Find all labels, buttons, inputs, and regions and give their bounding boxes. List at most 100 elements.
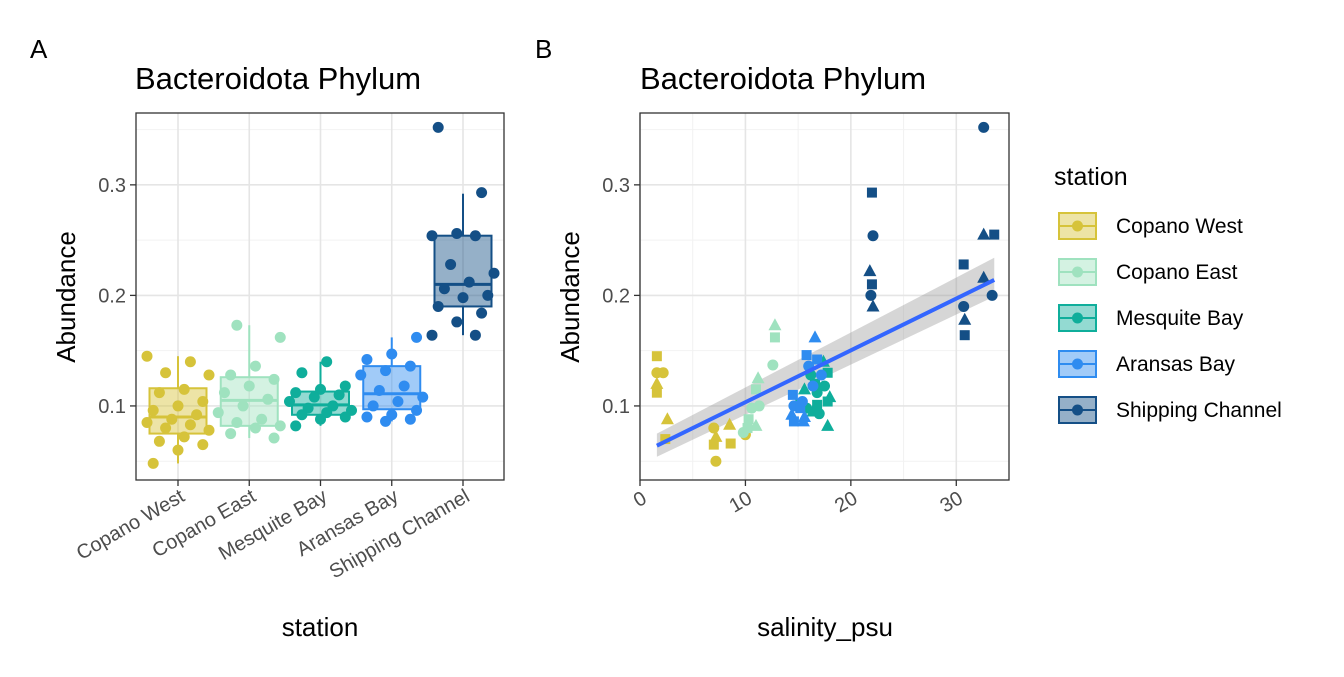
panel-a-point (249, 422, 261, 434)
panel-a-point (315, 383, 326, 395)
panel-b-point (788, 416, 799, 427)
panel-a-point (469, 230, 481, 242)
panel-a-point (203, 424, 215, 436)
panel-a-point (438, 283, 450, 295)
panel-b-point (751, 371, 765, 384)
legend-key-point (1072, 220, 1083, 232)
panel-b-point (769, 332, 780, 343)
panel-b-point (866, 299, 880, 312)
panel-b-point (807, 380, 819, 392)
panel-b-ylabel: Abundance (555, 231, 585, 363)
legend-item: Mesquite Bay (1058, 304, 1244, 332)
panel-b-point (977, 227, 991, 240)
panel-a-point (231, 319, 243, 331)
panel-a-box-4 (362, 337, 422, 422)
panel-b-ytick-label: 0.3 (602, 175, 630, 197)
panel-b-point (822, 367, 833, 378)
panel-a-point (426, 329, 438, 341)
panel-b-point (753, 400, 765, 412)
panel-b-point (813, 408, 825, 420)
panel-b-point (709, 429, 723, 442)
panel-a-point (373, 384, 385, 396)
panel-b-xtick-label: 0 (630, 487, 651, 512)
panel-a-point (178, 383, 190, 395)
panel-a-point (417, 391, 429, 403)
panel-b-point (815, 369, 827, 381)
legend-item-label: Mesquite Bay (1116, 307, 1244, 330)
panel-a-point (404, 413, 416, 425)
panel-a-point (308, 391, 320, 403)
panel-b-point (749, 418, 763, 431)
panel-a-point (153, 387, 165, 399)
panel-a-point (184, 419, 196, 431)
panel-a-point (476, 187, 488, 199)
panel-a-point (218, 387, 230, 399)
panel-a-point (355, 369, 367, 381)
panel-a-point (178, 431, 190, 443)
panel-a-point (249, 360, 261, 372)
panel-a-point (262, 393, 274, 405)
panel-a-point (268, 373, 280, 385)
panel-b-background (640, 113, 1009, 480)
panel-b-point (797, 382, 811, 395)
legend: station Copano West Copano East Mesquite B… (1054, 163, 1282, 424)
panel-b-confidence-band (656, 257, 995, 457)
panel-a-point (457, 292, 469, 304)
panel-a-ylabel: Abundance (51, 231, 81, 363)
panel-b-point (651, 351, 662, 362)
panel-a-point (392, 396, 404, 408)
panel-b-trend-line (655, 278, 996, 448)
panel-a-point (243, 380, 255, 392)
panel-a-point (141, 417, 153, 429)
legend-item: Copano West (1058, 212, 1243, 240)
panel-b-point (725, 438, 736, 449)
panel-a-point (367, 400, 379, 412)
panel-a-point (237, 400, 249, 412)
panel-a-point (469, 329, 481, 341)
legend-item-label: Aransas Bay (1116, 353, 1236, 376)
panel-a-point (256, 413, 268, 425)
panel-a-point (153, 435, 165, 447)
panel-b-ytick-label: 0.2 (602, 285, 630, 307)
panel-a-point (141, 350, 153, 362)
panel-a-point (191, 409, 203, 421)
panel-a-point (451, 316, 463, 328)
legend-title: station (1054, 163, 1128, 191)
panel-a-point (451, 227, 463, 239)
panel-a-point (231, 417, 243, 429)
panel-a-point (166, 413, 178, 425)
panel-a-point (432, 121, 444, 133)
panel-b-point (959, 330, 970, 341)
panel-b-point (863, 264, 877, 277)
panel-b-xtick-label: 20 (831, 487, 861, 517)
panel-b-point (808, 330, 822, 343)
panel-b-point (867, 230, 879, 242)
panel-a-point (321, 356, 333, 368)
panel-b-point (819, 380, 830, 392)
legend-key-point (1072, 358, 1083, 370)
panel-a-xlabel: station (282, 612, 359, 642)
panel-b-xlabel: salinity_psu (757, 612, 893, 642)
panel-a-point (197, 396, 209, 408)
panel-b-point (866, 279, 877, 290)
panel-a-point (225, 369, 237, 381)
panel-a-point (284, 396, 295, 408)
panel-a-ytick-label: 0.3 (98, 175, 126, 197)
panel-b-point (737, 426, 749, 438)
panel-b-point (812, 399, 823, 410)
panel-a-point (315, 413, 326, 425)
panel-a-point (333, 389, 345, 401)
panel-b-point (796, 396, 808, 408)
panel-a-point (172, 444, 184, 456)
panel-a-point (290, 387, 302, 399)
panel-a-point (404, 360, 416, 372)
panel-a-ytick-label: 0.2 (98, 285, 126, 307)
panel-a-point (380, 365, 392, 377)
panel-a-point (380, 415, 392, 427)
panel-a-point (172, 400, 184, 412)
panel-b-point (958, 312, 972, 325)
panel-b-tag: B (535, 34, 552, 64)
panel-a-point (432, 300, 444, 312)
legend-item-label: Copano East (1116, 261, 1238, 284)
